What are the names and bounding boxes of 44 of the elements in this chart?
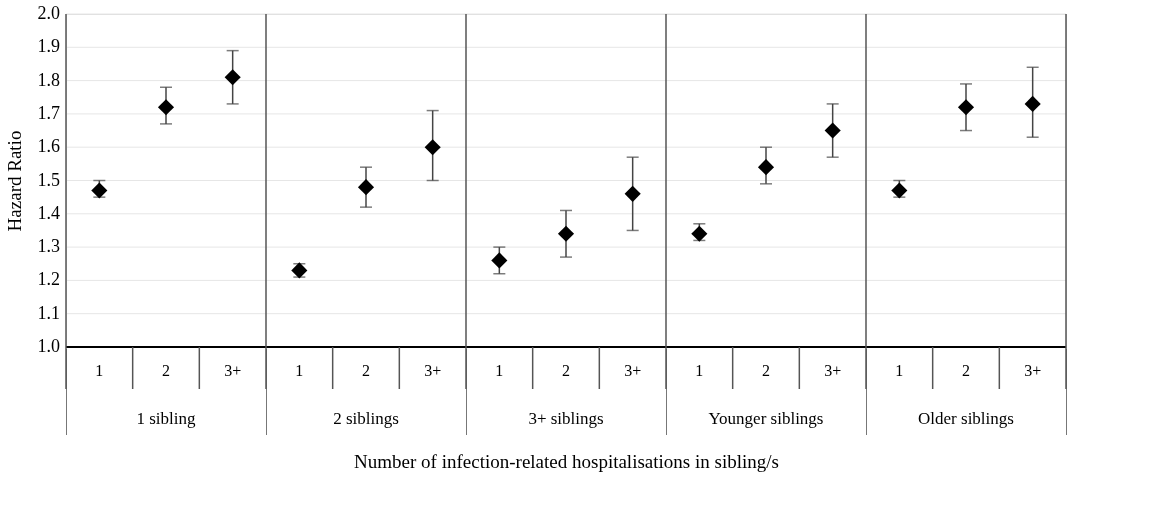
x-tick-label: 2 [162, 362, 170, 379]
point [357, 179, 375, 196]
x-tick-label: 1 [295, 362, 304, 379]
y-tick-label: 1.1 [37, 302, 60, 323]
x-tick-label: 2 [762, 362, 770, 379]
y-tick-label: 1.8 [37, 69, 60, 90]
x-tick-label: 2 [362, 362, 370, 379]
point [424, 139, 441, 156]
text: 2 siblings [333, 409, 399, 428]
point [224, 69, 241, 86]
x-tick-label: 1 [95, 362, 104, 379]
x-tick-label: 3+ [824, 362, 842, 379]
y-tick-label: 1.6 [37, 136, 60, 157]
point [824, 122, 841, 139]
y-tick-label: 1.9 [37, 36, 60, 57]
x-tick-label: 1 [495, 362, 504, 379]
x-tick-label: 3+ [424, 362, 442, 379]
x-tick-label: 2 [962, 362, 970, 379]
x-tick-label: 3+ [624, 362, 642, 379]
x-tick-label: 1 [895, 362, 904, 379]
point [757, 159, 775, 176]
text: Younger siblings [708, 409, 824, 428]
x-tick-label: 1 [695, 362, 704, 379]
x-tick-label: 3+ [224, 362, 242, 379]
y-axis-title: Hazard Ratio [3, 130, 25, 232]
x-axis-title: Number of infection-related hospitalisations in sibling/s [354, 450, 779, 472]
point [1024, 95, 1041, 112]
text: Older siblings [918, 409, 1014, 428]
y-tick-label: 1.5 [37, 169, 60, 190]
point [557, 225, 575, 242]
x-tick-label: 3+ [1024, 362, 1042, 379]
text: 1 sibling [136, 409, 197, 428]
y-tick-label: 1.3 [37, 236, 60, 257]
point [957, 99, 975, 116]
point [157, 99, 175, 116]
y-tick-label: 1.0 [37, 336, 60, 356]
text: 3+ siblings [528, 409, 604, 428]
point [624, 185, 641, 202]
y-tick-label: 1.7 [37, 102, 60, 123]
x-tick-label: 2 [562, 362, 570, 379]
y-tick-label: 1.2 [37, 269, 60, 290]
y-tick-label: 2.0 [37, 3, 60, 23]
point [491, 252, 508, 269]
y-tick-label: 1.4 [37, 202, 60, 223]
